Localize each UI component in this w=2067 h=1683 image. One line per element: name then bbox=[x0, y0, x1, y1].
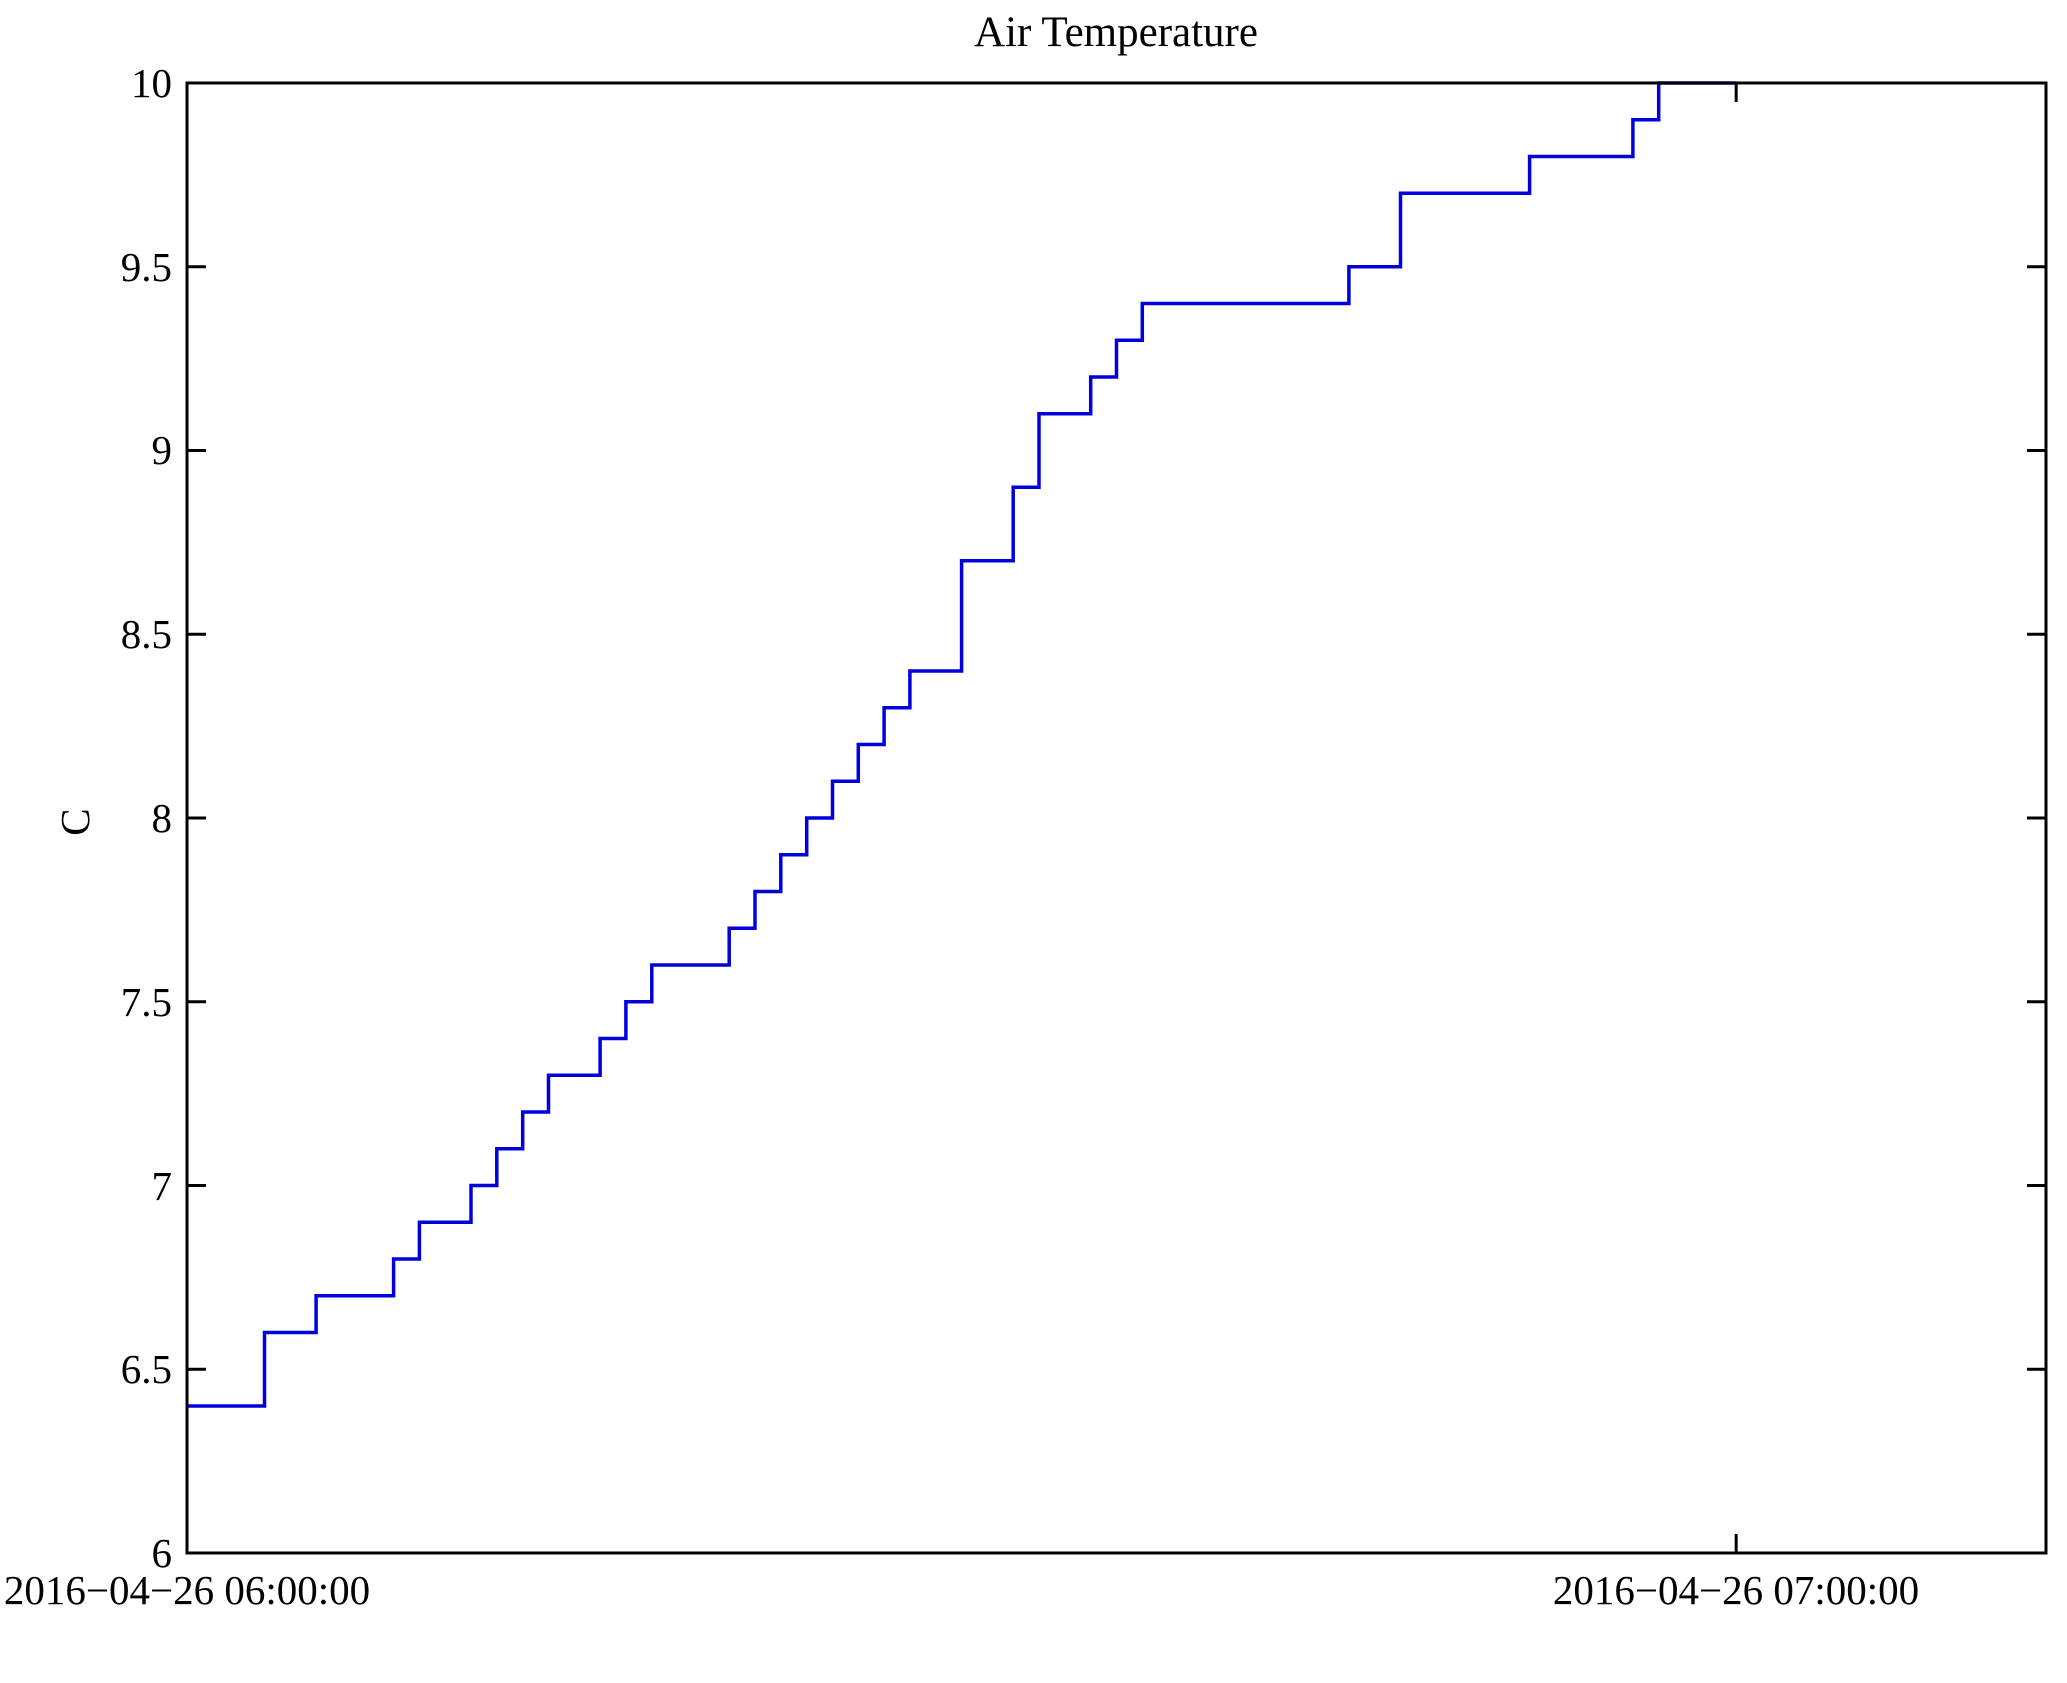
y-tick-label-6-5: 6.5 bbox=[120, 1346, 172, 1392]
x-tick-label-0700: 2016−04−26 07:00:00 bbox=[1552, 1567, 1920, 1613]
y-tick-label-7-5: 7.5 bbox=[120, 979, 172, 1025]
chart-title: Air Temperature bbox=[974, 9, 1258, 56]
temperature-step-line bbox=[187, 81, 1737, 1408]
y-tick-label-8-5: 8.5 bbox=[120, 611, 172, 657]
y-tick-label-9: 9 bbox=[151, 427, 173, 473]
x-tick-label-0600: 2016−04−26 06:00:00 bbox=[3, 1567, 371, 1613]
plot-border bbox=[185, 81, 2048, 1555]
axes-layer bbox=[185, 81, 2046, 1555]
y-tick-label-6: 6 bbox=[151, 1530, 173, 1576]
y-tick-label-10: 10 bbox=[131, 60, 172, 106]
y-tick-label-9-5: 9.5 bbox=[120, 244, 172, 290]
y-tick-label-8: 8 bbox=[151, 795, 173, 841]
y-tick-label-7: 7 bbox=[151, 1163, 173, 1209]
